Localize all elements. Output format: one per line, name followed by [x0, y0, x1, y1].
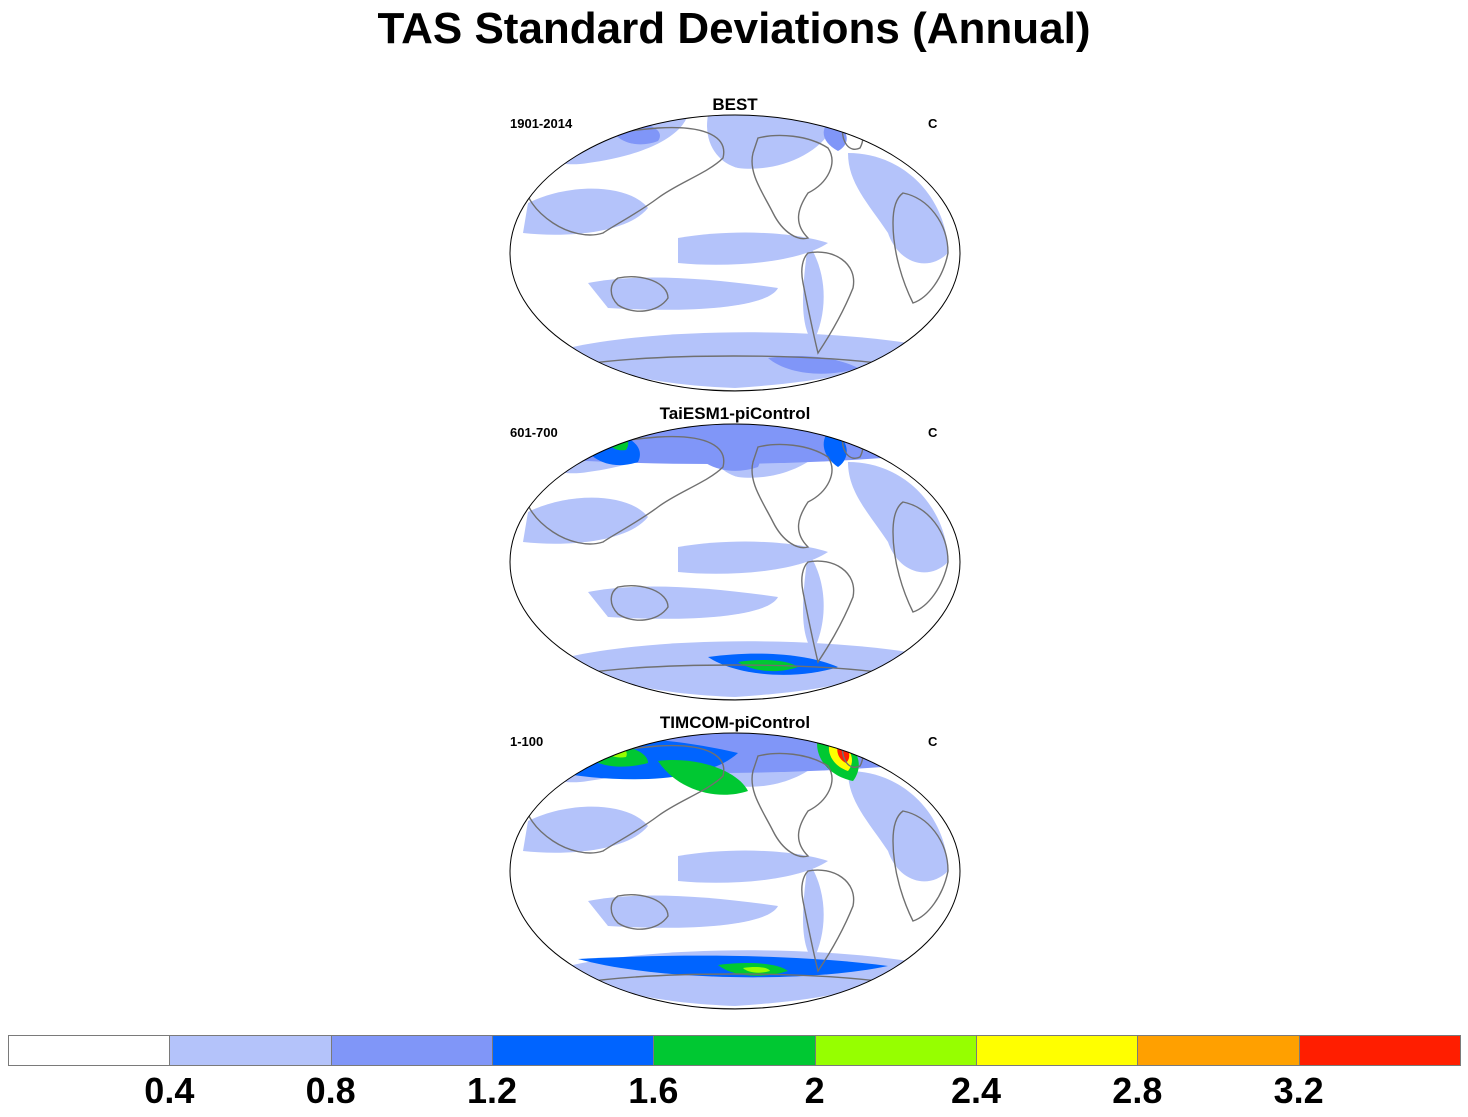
coastline	[801, 251, 855, 355]
std-shading-high	[768, 356, 858, 374]
panel-title: TaiESM1-piControl	[659, 404, 811, 423]
colorbar-box	[1298, 1035, 1461, 1066]
colorbar-box	[330, 1035, 493, 1066]
colorbar-label: 0.4	[144, 1070, 195, 1111]
colorbar-box	[653, 1035, 816, 1066]
coastline	[610, 276, 669, 312]
std-shading	[803, 243, 824, 343]
map-boundary	[509, 114, 961, 392]
shading-layer	[510, 115, 960, 391]
coastline	[610, 894, 669, 930]
coastline	[892, 501, 949, 613]
coastline	[751, 134, 833, 240]
colorbar-label: 1.6	[628, 1070, 679, 1111]
shading-layer	[510, 733, 960, 1009]
panel-units: C	[928, 425, 938, 440]
std-shading	[588, 895, 778, 928]
std-shading	[803, 861, 824, 961]
coastline	[801, 560, 855, 664]
colorbar-label: 1.2	[466, 1070, 518, 1111]
map-boundary	[509, 732, 961, 1010]
std-shading	[803, 552, 824, 652]
panel-title: TIMCOM-piControl	[659, 713, 811, 732]
std-shading	[848, 771, 948, 882]
coastline	[751, 752, 833, 858]
std-shading	[848, 153, 948, 264]
coastline	[892, 192, 949, 304]
std-shading	[678, 232, 828, 265]
colorbar-box	[8, 1035, 171, 1066]
colorbar-box	[169, 1035, 332, 1066]
panel-period: 601-700	[510, 425, 558, 440]
colorbar-box	[976, 1035, 1139, 1066]
coastline	[801, 869, 855, 973]
std-shading-high	[743, 967, 770, 973]
world-map-best	[509, 114, 961, 392]
std-shading	[678, 850, 828, 883]
map-panel-taiesm1: TaiESM1-piControl 601-700 C	[508, 404, 962, 722]
colorbar-label: 2	[804, 1070, 825, 1111]
map-boundary	[509, 423, 961, 701]
colorbar-label: 3.2	[1273, 1070, 1324, 1111]
shading-layer	[510, 424, 960, 700]
coastline	[610, 585, 669, 621]
figure-title: TAS Standard Deviations (Annual)	[377, 4, 1091, 53]
map-panel-best: BEST 1901-2014 C	[508, 95, 962, 413]
panel-units: C	[928, 734, 938, 749]
colorbar-box	[492, 1035, 655, 1066]
std-shading	[678, 541, 828, 574]
colorbar-label: 2.4	[950, 1070, 1002, 1111]
panel-title: BEST	[712, 95, 758, 114]
std-shading	[848, 462, 948, 573]
map-panel-timcom: TIMCOM-piControl 1-100 C	[508, 713, 962, 1031]
world-map-timcom	[509, 732, 961, 1010]
std-shading	[588, 586, 778, 619]
panel-period: 1-100	[510, 734, 544, 749]
coastline	[892, 810, 949, 922]
std-shading-high	[658, 760, 748, 795]
std-shading	[707, 115, 838, 169]
std-shading	[588, 277, 778, 310]
panel-units: C	[928, 116, 938, 131]
colorbar-label: 0.8	[305, 1070, 356, 1111]
colorbar-box	[814, 1035, 977, 1066]
std-shading-high	[688, 440, 760, 471]
colorbar	[8, 1035, 1461, 1068]
world-map-taiesm1	[509, 423, 961, 701]
coastline	[751, 443, 833, 549]
colorbar-label: 2.8	[1112, 1070, 1163, 1111]
colorbar-box	[1137, 1035, 1300, 1066]
panel-period: 1901-2014	[510, 116, 573, 131]
